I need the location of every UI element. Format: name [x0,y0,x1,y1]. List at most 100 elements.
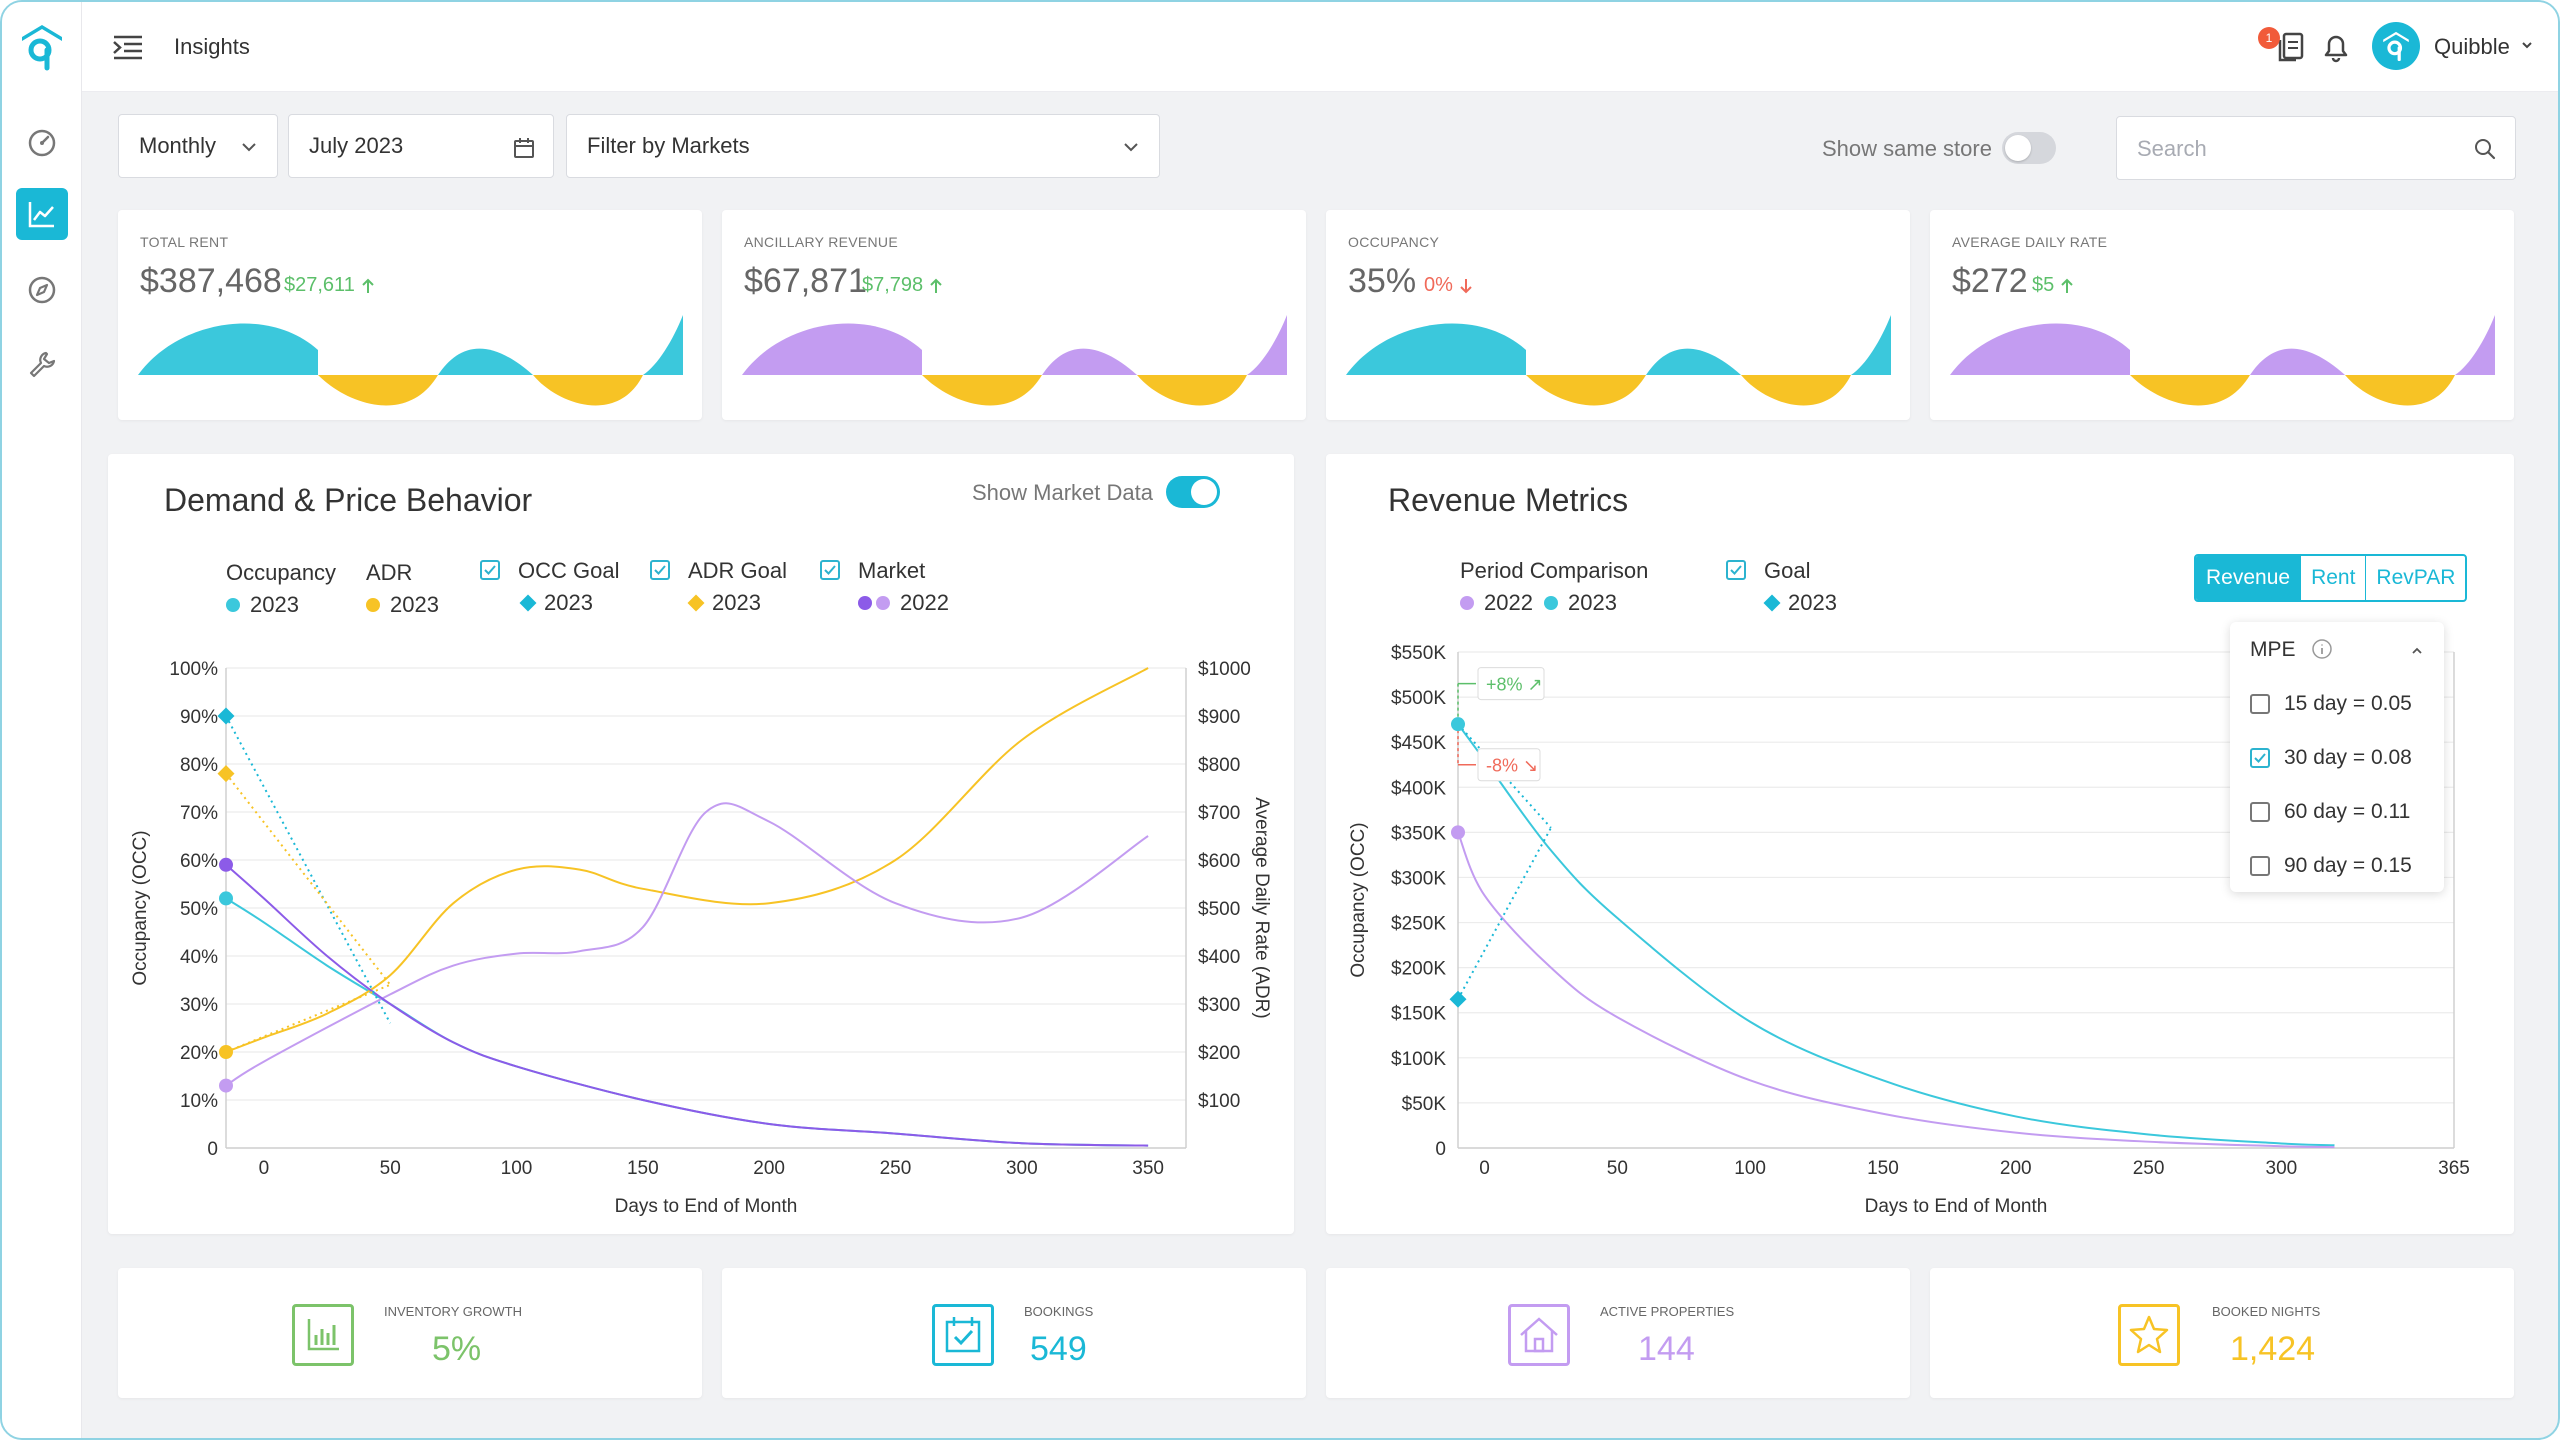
adr-goal-checkbox[interactable] [650,560,670,580]
calendar-check-icon [932,1304,994,1366]
avatar[interactable] [2372,22,2420,70]
mpe-option-label: 90 day = 0.15 [2284,854,2412,877]
y2-tick-label: $200 [1198,1043,1240,1064]
mpe-title-text: MPE [2250,638,2296,661]
toggle-knob [2005,135,2031,161]
compass-icon [28,276,56,304]
down-annotation-label: -8% ↘ [1486,756,1538,776]
mpe-checkbox[interactable] [2250,748,2270,768]
info-icon[interactable] [2311,638,2333,660]
check-icon [824,565,836,575]
chevron-down-icon [242,143,256,152]
period-select[interactable]: Monthly [118,114,278,178]
tab-revpar[interactable]: RevPAR [2376,566,2456,589]
sidebar-item-insights[interactable] [16,188,68,240]
chevron-up-icon[interactable] [2410,644,2424,658]
y2-tick-label: $500 [1198,899,1240,920]
y2-tick-label: $600 [1198,851,1240,872]
markets-filter[interactable]: Filter by Markets [566,114,1160,178]
market-data-toggle[interactable] [1166,476,1220,508]
y-tick-label: 30% [180,995,218,1016]
mpe-checkbox[interactable] [2250,856,2270,876]
mpe-option[interactable]: 15 day = 0.05 [2250,692,2412,716]
y-tick-label: 60% [180,851,218,872]
y2-tick-label: $100 [1198,1091,1240,1112]
x-axis-label: Days to End of Month [615,1196,798,1217]
kpi-card-ancillary-revenue: ANCILLARY REVENUE $67,871 $7,798 [722,210,1306,420]
sparkline-negative-area [2345,375,2455,406]
kpi-delta-value: $27,611 [284,274,355,296]
legend-market-2022: 2022 [858,590,949,616]
sparkline-positive-area [138,323,318,375]
search-box[interactable] [2116,116,2516,180]
legend-period-comparison: Period Comparison [1460,558,1649,583]
legend-market: Market [858,558,926,583]
legend-marker [858,596,890,610]
kpi-label: ANCILLARY REVENUE [744,234,898,250]
sparkline-positive-area [2455,315,2495,375]
search-icon[interactable] [2473,137,2497,161]
tab-revenue[interactable]: Revenue [2196,556,2302,600]
date-picker[interactable]: July 2023 [288,114,554,178]
stat-value: 5% [432,1330,482,1368]
revenue-metrics-chart: 0 $50K $100K $150K $200K $250K $300K $350K $400K… [1348,643,2470,1217]
y-tick-label: $400K [1391,778,1446,799]
chevron-down-icon[interactable] [2520,38,2534,52]
legend-marker [226,598,240,612]
sidebar-item-explore[interactable] [16,264,68,316]
y2-tick-label: $800 [1198,755,1240,776]
kpi-delta-value: $5 [2032,274,2055,296]
same-store-label: Show same store [1822,136,1992,161]
kpi-delta: $7,798 [862,274,943,297]
x-tick-label: 365 [2438,1158,2470,1179]
mpe-option-label: 15 day = 0.05 [2284,692,2412,715]
sidebar-item-tools[interactable] [16,338,68,390]
logo-icon[interactable] [19,22,65,72]
goal-checkbox[interactable] [1726,560,1746,580]
menu-collapse-icon[interactable] [112,33,144,61]
mpe-checkbox[interactable] [2250,802,2270,822]
y-tick-label: 80% [180,755,218,776]
mpe-option[interactable]: 30 day = 0.08 [2250,746,2412,770]
y-tick-label: $100K [1391,1049,1446,1070]
mpe-option-label: 30 day = 0.08 [2284,746,2412,769]
goal-marker [1449,990,1467,1008]
x-tick-label: 350 [1132,1158,1164,1179]
x-tick-label: 0 [1479,1158,1490,1179]
legend-goal-2023: 2023 [1763,590,1837,616]
market-checkbox[interactable] [820,560,840,580]
sparkline-negative-area [1741,375,1851,406]
legend-adr-goal: ADR Goal [688,558,788,583]
bell-icon[interactable] [2320,30,2352,64]
demand-price-chart: 0 10% 20% 30% 40% 50% 60% 70% 80% 90% 100% $100 $200… [130,659,1272,1217]
sidebar-item-dashboard[interactable] [16,116,68,168]
same-store-toggle[interactable] [2002,132,2056,164]
arrow-down-icon [1460,278,1472,293]
series-line-occupancy-2023 [225,897,1149,1147]
stat-label: BOOKINGS [1024,1304,1094,1319]
kpi-label: OCCUPANCY [1348,234,1440,250]
stat-value: 144 [1638,1330,1695,1368]
search-input[interactable] [2137,133,2437,165]
user-name[interactable]: Quibble [2434,34,2510,59]
occ-goal-marker [217,707,235,725]
stat-value: 1,424 [2230,1330,2316,1368]
mpe-checkbox[interactable] [2250,694,2270,714]
series-line-goal-2023 [1457,827,1552,1000]
market-adr-marker [219,1078,233,1093]
occ-goal-checkbox[interactable] [480,560,500,580]
tab-rent[interactable]: Rent [2301,556,2367,600]
y-tick-label: $50K [1402,1094,1447,1115]
legend-occ-goal: OCC Goal [518,558,620,583]
y2-tick-label: $900 [1198,707,1240,728]
legend-year: 2023 [390,592,439,617]
series-line-occ-goal-2023 [225,715,392,1024]
legend-goal: Goal [1764,558,1811,583]
mpe-option[interactable]: 90 day = 0.15 [2250,854,2412,878]
mpe-option[interactable]: 60 day = 0.11 [2250,800,2410,824]
date-value: July 2023 [309,133,404,158]
clipboard-icon[interactable] [2276,30,2308,64]
kpi-delta: $27,611 [284,274,375,297]
x-axis-label: Days to End of Month [1865,1196,2048,1217]
